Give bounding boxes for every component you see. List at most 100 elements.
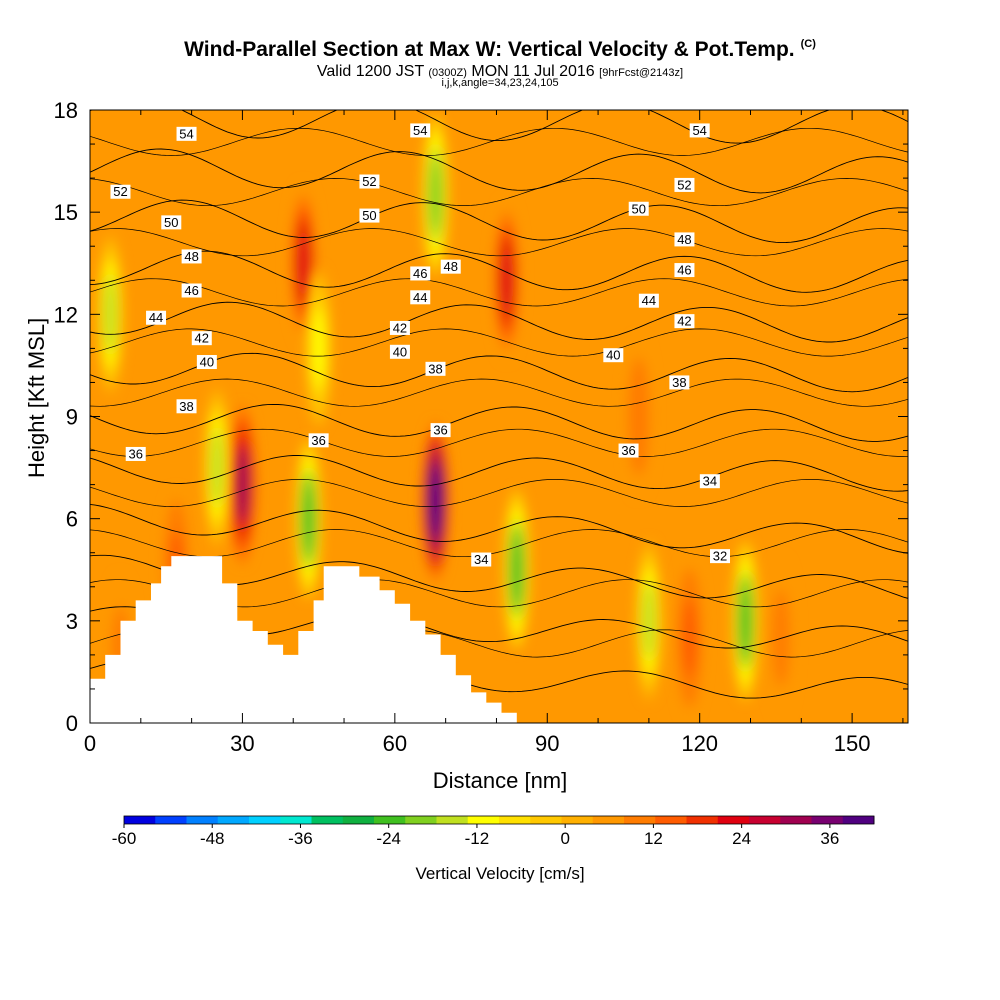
velocity-cell-layer [104,275,117,353]
contour-label-box [710,549,731,564]
velocity-cell-layer [679,578,700,698]
theta-contour [90,403,908,442]
contour-label: 46 [674,263,695,278]
theta-contours [90,110,908,699]
velocity-cell-layer [632,378,646,455]
contour-label-box [181,283,202,298]
contour-label: 48 [674,232,695,247]
contour-label-text: 50 [362,208,376,223]
contour-label: 54 [410,123,431,138]
contour-label-text: 44 [642,293,656,308]
y-tick-label: 3 [66,609,78,634]
colorbar-swatch [686,816,719,824]
velocity-cell-layer [108,585,133,723]
velocity-cell-layer [235,446,250,524]
theta-contour-minor [90,178,908,207]
contour-label-text: 50 [631,201,645,216]
contour-label-box [359,174,380,189]
velocity-cell-layer [628,357,650,476]
velocity-cell-layer [166,510,187,629]
contour-label: 36 [430,423,451,438]
velocity-cell-layer [739,582,752,660]
velocity-cell-layer [167,520,185,619]
colorbar-swatch [217,816,250,824]
contour-label-text: 44 [149,310,163,325]
velocity-cell-layer [774,599,788,677]
colorbar-swatch [717,816,750,824]
colorbar-swatch [186,816,219,824]
theta-contour [90,110,908,144]
velocity-cell-layer [772,589,790,687]
velocity-cell [289,183,318,344]
velocity-cell-layer [162,489,191,650]
contour-label: 44 [638,293,659,308]
theta-contour [90,554,908,599]
contour-label-text: 48 [677,232,691,247]
velocity-cell-layer [639,561,659,681]
colorbar-tick-label: 36 [820,829,839,848]
contour-label: 40 [196,355,217,370]
theta-contour-minor [90,428,908,457]
theta-contour [90,503,908,554]
velocity-cell-layer [228,404,257,565]
theta-contour [90,455,908,492]
theta-contour-minor [90,629,908,658]
contour-label-box [674,263,695,278]
contour-label-box [689,123,710,138]
velocity-cell-layer [209,418,225,517]
theta-contour-minor [90,529,908,558]
velocity-cell-layer [770,578,792,698]
contour-label-text: 36 [128,446,142,461]
contour-label-text: 46 [413,266,427,281]
velocity-cell-layer [309,289,329,408]
y-tick-label: 18 [54,98,78,123]
velocity-cell-layer [630,367,648,466]
theta-contour [90,250,908,293]
velocity-cell-layer [680,589,699,687]
x-tick-label: 150 [834,731,871,756]
velocity-cell-layer [113,616,128,694]
velocity-cell-layer [499,241,514,319]
colorbar-swatch [311,816,344,824]
contour-label-box [471,552,492,567]
contour-label-box [389,344,410,359]
y-axis-label: Height [Kft MSL] [24,317,49,478]
contour-label-text: 52 [677,177,691,192]
colorbar-swatch [374,816,406,824]
contour-label-text: 54 [179,126,193,141]
velocity-cell-layer [310,299,327,398]
colorbar-label: Vertical Velocity [cm/s] [415,864,585,883]
velocity-cell [106,574,135,723]
colorbar-swatch [624,816,656,824]
contour-labels: 54 54 54 52 52 52 50 50 50 48 48 48 46 46 46 44 44 44 42 42… [110,123,731,567]
colorbar-swatch [436,816,469,824]
contour-label-box [196,355,217,370]
contour-label-text: 40 [200,355,214,370]
contour-label: 50 [628,201,649,216]
velocity-cell-layer [164,500,189,640]
contour-label-box [410,123,431,138]
contour-label: 42 [674,314,695,329]
colorbar-swatch [530,816,562,824]
contour-label: 40 [603,348,624,363]
x-tick-label: 0 [84,731,96,756]
velocity-cell [766,557,795,718]
x-tick-label: 120 [681,731,718,756]
contour-label-text: 44 [413,290,427,305]
colorbar-swatch [467,816,500,824]
velocity-cell-layer [637,551,661,691]
colorbar-swatch [405,816,437,824]
colorbar-tick-label: -12 [465,829,490,848]
contour-label-box [125,446,146,461]
colorbar: -60 -48 -36 -24 -12 0 12 24 36 [112,815,875,848]
velocity-cell-layer [735,561,756,681]
velocity-cell-layer [204,387,231,548]
plot-frame [89,109,909,724]
velocity-cell-layer [505,500,529,640]
velocity-cell-layer [230,415,255,555]
velocity-cell-layer [492,200,521,361]
contour-label-box [410,290,431,305]
y-tick-label: 0 [66,711,78,736]
